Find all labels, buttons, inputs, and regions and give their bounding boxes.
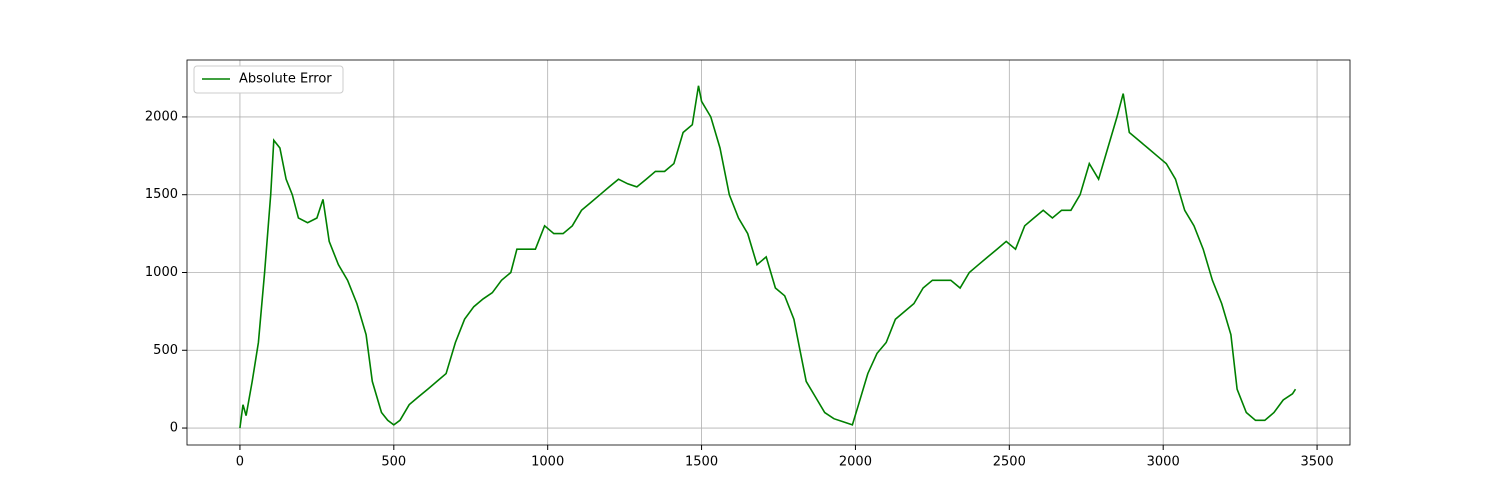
line bbox=[239, 85, 1297, 429]
legend-label: Absolute Error bbox=[239, 72, 332, 87]
x-tick-label: 2000 bbox=[839, 455, 872, 470]
legend-box bbox=[193, 65, 344, 94]
x-tick-label: 1000 bbox=[531, 455, 564, 470]
y-tick-label: 1000 bbox=[145, 265, 178, 280]
y-tick-label: 0 bbox=[170, 421, 178, 436]
x-tick-label: 3500 bbox=[1301, 455, 1334, 470]
x-tick-label: 500 bbox=[381, 455, 406, 470]
x-tick-label: 0 bbox=[236, 455, 244, 470]
x-tick-label: 2500 bbox=[993, 455, 1026, 470]
y-tick-label: 500 bbox=[153, 343, 178, 358]
x-tick-label: 1500 bbox=[685, 455, 718, 470]
x-tick-label: 3000 bbox=[1147, 455, 1180, 470]
y-tick-label: 1500 bbox=[145, 187, 178, 202]
plot-frame bbox=[186, 59, 1351, 446]
y-tick-label: 2000 bbox=[145, 109, 178, 124]
